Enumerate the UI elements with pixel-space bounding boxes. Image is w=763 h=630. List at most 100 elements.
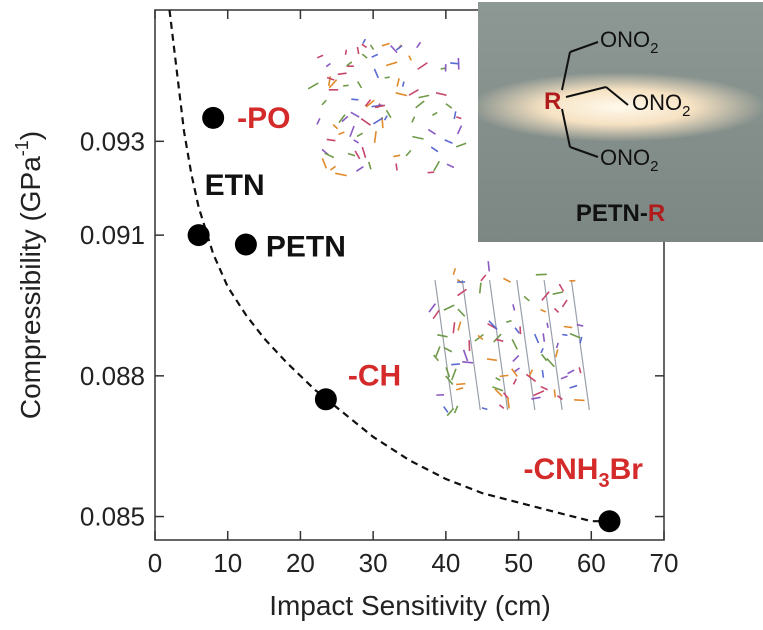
packing-stick	[321, 157, 328, 169]
packing-stick	[385, 61, 398, 67]
inset-panel: R ONO2 ONO2 ONO2 PETN-R	[478, 2, 763, 242]
packing-stick	[535, 273, 547, 276]
packing-stick	[567, 369, 575, 375]
packing-stick	[408, 89, 419, 96]
packing-line	[434, 279, 454, 411]
packing-stick	[365, 99, 375, 108]
packing-stick	[492, 386, 504, 392]
packing-stick	[328, 79, 338, 89]
packing-stick	[495, 338, 504, 342]
packing-stick	[493, 333, 502, 343]
packing-line	[461, 279, 481, 411]
packing-stick	[324, 152, 335, 159]
packing-line	[570, 279, 590, 411]
packing-stick	[427, 171, 435, 174]
point-label-text: -CH	[348, 359, 401, 392]
plot-frame	[154, 9, 665, 541]
packing-stick	[540, 308, 547, 313]
packing-stick	[478, 282, 482, 294]
packing-stick	[364, 99, 372, 107]
packing-stick	[506, 397, 511, 409]
packing-stick	[412, 135, 424, 140]
packing-stick	[361, 146, 367, 159]
packing-stick	[555, 342, 559, 349]
packing-stick	[356, 81, 363, 89]
inset-molecule: R ONO2 ONO2 ONO2	[544, 27, 690, 175]
packing-stick	[540, 353, 548, 362]
bond-2	[569, 41, 599, 53]
packing-stick	[455, 142, 467, 148]
packing-stick	[450, 368, 457, 381]
packing-stick	[332, 124, 339, 130]
packing-stick	[569, 332, 581, 339]
inset-caption: PETN-R	[478, 200, 763, 228]
packing-stick	[523, 295, 530, 302]
packing-stick	[528, 369, 534, 377]
packing-stick	[321, 99, 327, 106]
data-point	[314, 388, 337, 411]
packing-stick	[474, 333, 484, 342]
packing-stick	[533, 390, 545, 397]
packing-stick	[373, 131, 377, 143]
packing-stick	[411, 116, 416, 123]
inset-glow	[478, 72, 763, 142]
packing-stick	[316, 118, 321, 125]
packing-stick	[452, 268, 457, 275]
point-label-text: ETN	[205, 169, 265, 202]
point-label-sub: 3	[598, 470, 609, 492]
packing-stick	[349, 125, 355, 138]
packing-stick	[540, 385, 548, 391]
packing-stick	[561, 299, 568, 308]
point-label-text: -CNH	[523, 453, 598, 486]
x-axis-title: Impact Sensitivity (cm)	[269, 590, 551, 621]
group-3-text: ONO	[600, 145, 650, 170]
inset-caption-prefix: PETN-	[575, 200, 648, 227]
packing-stick	[562, 333, 568, 337]
data-point	[598, 510, 621, 533]
packing-stick	[356, 132, 363, 138]
packing-stick	[456, 125, 463, 135]
packing-stick	[343, 84, 349, 87]
packing-stick	[434, 346, 441, 358]
y-axis-title-close: )	[15, 131, 46, 140]
packing-stick	[542, 333, 546, 342]
x-tick-label: 50	[504, 548, 533, 578]
x-tick-label: 10	[213, 548, 242, 578]
y-tick-label: 0.088	[80, 361, 145, 391]
packing-stick	[432, 309, 440, 320]
packing-stick	[326, 138, 336, 142]
packing-stick	[344, 49, 348, 55]
packing-stick	[451, 363, 460, 366]
packing-stick	[494, 388, 503, 397]
packing-stick	[353, 139, 360, 144]
packing-stick	[356, 46, 360, 55]
packing-stick	[486, 358, 498, 362]
packing-stick	[355, 166, 364, 172]
packing-stick	[553, 389, 557, 398]
packing-stick	[396, 78, 400, 87]
packing-stick	[395, 163, 398, 171]
x-tick-label: 70	[650, 548, 679, 578]
packing-stick	[374, 104, 386, 109]
y-axis-title: Compressibility (GPa-1)	[12, 131, 46, 419]
packing-stick	[556, 395, 563, 401]
packing-stick	[443, 304, 455, 311]
packing-stick	[456, 116, 462, 120]
packing-stick	[553, 307, 560, 314]
packing-stick	[546, 322, 549, 328]
packing-stick	[514, 327, 520, 334]
packing-stick	[450, 62, 460, 65]
group-1-text: ONO	[600, 27, 650, 52]
packing-stick	[579, 336, 583, 344]
packing-stick	[395, 44, 403, 51]
packing-stick	[373, 68, 380, 79]
x-tick-label: 30	[359, 548, 388, 578]
packing-stick	[325, 62, 331, 68]
packing-line	[543, 279, 563, 411]
group-2-sub: 2	[682, 103, 690, 120]
y-tick-label: 0.091	[80, 220, 145, 250]
crystal-packing-middle	[428, 261, 590, 417]
packing-stick	[453, 111, 457, 120]
packing-stick	[373, 117, 384, 125]
point-label: -CNH3Br	[523, 453, 643, 492]
